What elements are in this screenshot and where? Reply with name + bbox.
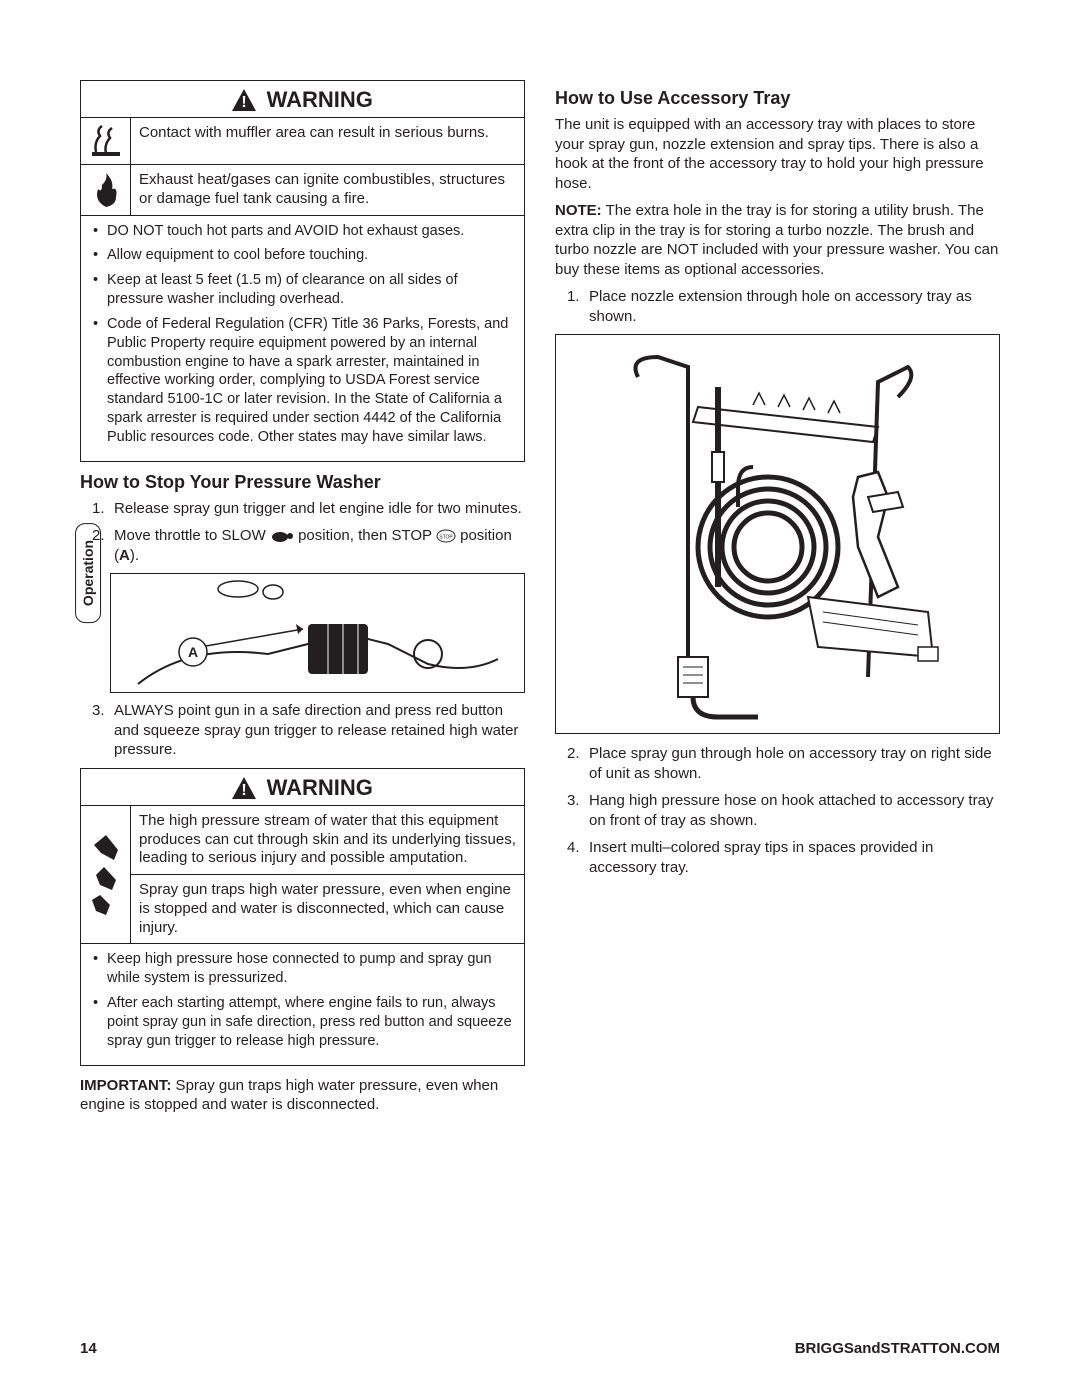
- svg-text:!: !: [241, 782, 246, 799]
- bullet-item: Code of Federal Regulation (CFR) Title 3…: [91, 315, 514, 447]
- list-item: Place nozzle extension through hole on a…: [555, 287, 1000, 326]
- warning-row-text: Exhaust heat/gases can ignite combustibl…: [131, 165, 524, 215]
- step-text: ).: [130, 547, 139, 564]
- accessory-intro: The unit is equipped with an accessory t…: [555, 115, 1000, 193]
- warning-row-text: The high pressure stream of water that t…: [131, 806, 524, 875]
- bullet-item: Keep high pressure hose connected to pum…: [91, 950, 514, 988]
- warning-bullets: Keep high pressure hose connected to pum…: [81, 943, 524, 1064]
- right-column: How to Use Accessory Tray The unit is eq…: [555, 80, 1000, 1317]
- svg-text:!: !: [241, 94, 246, 111]
- stop-steps: Release spray gun trigger and let engine…: [80, 499, 525, 566]
- page-footer: 14 BRIGGSandSTRATTON.COM: [80, 1340, 1000, 1357]
- warning-title: WARNING: [267, 87, 373, 112]
- important-label: IMPORTANT:: [80, 1077, 171, 1094]
- bullet-item: Allow equipment to cool before touching.: [91, 246, 514, 265]
- important-note: IMPORTANT: Spray gun traps high water pr…: [80, 1076, 525, 1115]
- warning-triangle-icon: !: [232, 777, 256, 799]
- stop-icon: STOP: [436, 529, 456, 543]
- list-item: Insert multi–colored spray tips in space…: [555, 838, 1000, 877]
- stop-heading: How to Stop Your Pressure Washer: [80, 472, 525, 493]
- warning-header: ! WARNING: [81, 769, 524, 806]
- list-item: Hang high pressure hose on hook attached…: [555, 791, 1000, 830]
- stop-steps-cont: ALWAYS point gun in a safe direction and…: [80, 701, 525, 760]
- accessory-note: NOTE: The extra hole in the tray is for …: [555, 201, 1000, 279]
- hot-surface-icon: [81, 118, 131, 164]
- list-item: ALWAYS point gun in a safe direction and…: [80, 701, 525, 760]
- throttle-diagram: A: [128, 574, 508, 692]
- left-column: ! WARNING Contact with muffler area can …: [80, 80, 525, 1317]
- turtle-icon: [270, 529, 294, 543]
- list-item: Release spray gun trigger and let engine…: [80, 499, 525, 519]
- warning-triangle-icon: !: [232, 89, 256, 111]
- accessory-steps-top: Place nozzle extension through hole on a…: [555, 287, 1000, 326]
- page-number: 14: [80, 1340, 97, 1357]
- throttle-figure: A: [110, 573, 525, 693]
- bullet-item: After each starting attempt, where engin…: [91, 994, 514, 1051]
- warning-header: ! WARNING: [81, 81, 524, 118]
- bullet-item: DO NOT touch hot parts and AVOID hot exh…: [91, 222, 514, 241]
- warning-title: WARNING: [267, 775, 373, 800]
- bullet-item: Keep at least 5 feet (1.5 m) of clearanc…: [91, 271, 514, 309]
- step-text: position, then STOP: [298, 527, 436, 544]
- note-text: The extra hole in the tray is for storin…: [555, 202, 998, 278]
- svg-text:STOP: STOP: [439, 535, 453, 541]
- warning-row-text: Contact with muffler area can result in …: [131, 118, 497, 164]
- accessory-heading: How to Use Accessory Tray: [555, 88, 1000, 109]
- fire-icon: [81, 165, 131, 215]
- warning-bullets: DO NOT touch hot parts and AVOID hot exh…: [81, 216, 524, 461]
- step-text: Move throttle to SLOW: [114, 527, 270, 544]
- footer-url: BRIGGSandSTRATTON.COM: [795, 1340, 1000, 1357]
- warning-row-text: Spray gun traps high water pressure, eve…: [131, 875, 524, 943]
- accessory-figure: [555, 334, 1000, 734]
- list-item: Move throttle to SLOW position, then STO…: [80, 526, 525, 565]
- accessory-steps-rest: Place spray gun through hole on accessor…: [555, 744, 1000, 877]
- injection-hazard-icon: [81, 806, 131, 944]
- accessory-diagram: [578, 337, 978, 732]
- warning-box-injection: ! WARNING The high pressure stream of wa…: [80, 768, 525, 1066]
- note-label: NOTE:: [555, 202, 602, 219]
- step-text-bold: A: [119, 547, 130, 564]
- callout-label: A: [187, 644, 197, 660]
- warning-box-burn: ! WARNING Contact with muffler area can …: [80, 80, 525, 462]
- list-item: Place spray gun through hole on accessor…: [555, 744, 1000, 783]
